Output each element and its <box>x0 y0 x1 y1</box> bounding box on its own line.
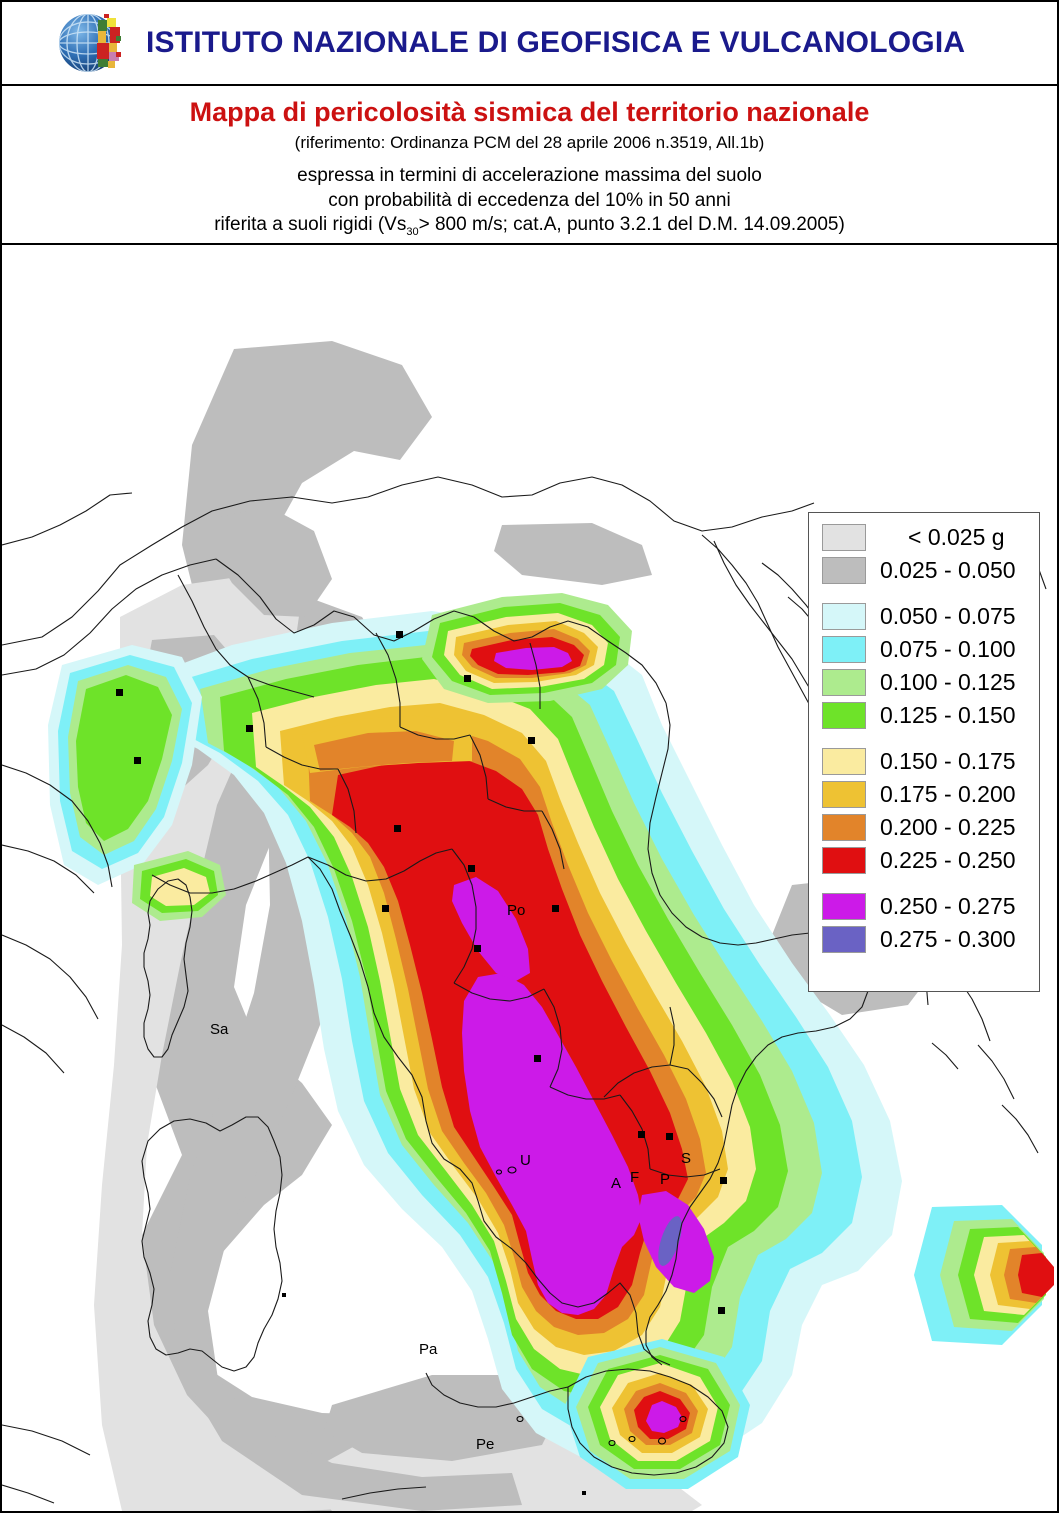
legend-row-7[interactable]: 0.175 - 0.200 <box>809 778 1039 811</box>
legend-gap <box>809 732 1039 745</box>
legend-swatch-9 <box>822 847 866 874</box>
legend-label-2: 0.050 - 0.075 <box>880 603 1016 629</box>
legend-swatch-10 <box>822 893 866 920</box>
island-label-stromboli: S <box>681 1150 691 1167</box>
island-label-sardinia: Sa <box>210 1021 229 1038</box>
legend-swatch-0 <box>822 524 866 551</box>
legend-row-1[interactable]: 0.025 - 0.050 <box>809 554 1039 587</box>
legend-row-9[interactable]: 0.225 - 0.250 <box>809 844 1039 877</box>
legend-label-5: 0.125 - 0.150 <box>880 702 1016 728</box>
org-title: ISTITUTO NAZIONALE DI GEOFISICA E VULCAN… <box>146 26 966 59</box>
legend-row-6[interactable]: 0.150 - 0.175 <box>809 745 1039 778</box>
legend-swatch-5 <box>822 702 866 729</box>
legend-row-5[interactable]: 0.125 - 0.150 <box>809 699 1039 732</box>
legend-swatch-11 <box>822 926 866 953</box>
island-label-pantelleria: Pa <box>419 1341 438 1358</box>
grey-belt-adriatic <box>494 523 652 585</box>
desc-line-3a: riferita a suoli rigidi (Vs <box>214 213 407 235</box>
map-canvas[interactable]: Sa Po U A F PS Pa Pe <box>2 245 1057 1511</box>
legend-row-0[interactable]: < 0.025 g <box>809 521 1039 554</box>
ingv-globe-logo <box>54 6 128 80</box>
desc-line-1: espressa in termini di accelerazione mas… <box>297 165 762 187</box>
legend-label-11: 0.275 - 0.300 <box>880 926 1016 952</box>
legend-label-6: 0.150 - 0.175 <box>880 748 1016 774</box>
legend-row-4[interactable]: 0.100 - 0.125 <box>809 666 1039 699</box>
small-islands <box>495 1166 687 1447</box>
desc-line-3b: > 800 m/s; cat.A, punto 3.2.1 del D.M. 1… <box>418 213 845 235</box>
legend-label-1: 0.025 - 0.050 <box>880 557 1016 583</box>
gargano-offshore-hotspot <box>914 1205 1054 1345</box>
description-lines: espressa in termini di accelerazione mas… <box>2 164 1057 239</box>
legend-label-8: 0.200 - 0.225 <box>880 814 1016 840</box>
legend-gap <box>809 877 1039 890</box>
emilia-arc <box>302 715 472 773</box>
hazard-map[interactable]: Sa Po U A F P S Pa Pe < 0.025 g 0.025 - 0.050 0.05… <box>2 245 1057 1511</box>
legend-label-3: 0.075 - 0.100 <box>880 636 1016 662</box>
legend-panel[interactable]: < 0.025 g 0.025 - 0.050 0.050 - 0.075 0.075… <box>808 512 1040 992</box>
legend-label-9: 0.225 - 0.250 <box>880 847 1016 873</box>
legend-row-8[interactable]: 0.200 - 0.225 <box>809 811 1039 844</box>
vs30-subscript: 30 <box>406 225 419 238</box>
legend-label-4: 0.100 - 0.125 <box>880 669 1016 695</box>
grey-belt-tyrrhenian <box>170 805 522 1511</box>
sicily-hotspot <box>564 1339 750 1489</box>
legend-row-10[interactable]: 0.250 - 0.275 <box>809 890 1039 923</box>
legend-label-0: < 0.025 g <box>908 524 1005 550</box>
legend-swatch-1 <box>822 557 866 584</box>
title-block: Mappa di pericolosità sismica del territ… <box>2 86 1057 245</box>
island-label-pelagie: Pe <box>476 1436 494 1453</box>
island-label-alicudi: A <box>611 1175 621 1192</box>
legend-label-7: 0.175 - 0.200 <box>880 781 1016 807</box>
legend-label-10: 0.250 - 0.275 <box>880 893 1016 919</box>
legend-swatch-8 <box>822 814 866 841</box>
western-alps-zone <box>48 645 202 885</box>
legend-row-3[interactable]: 0.075 - 0.100 <box>809 633 1039 666</box>
island-label-ponza: Po <box>507 902 525 919</box>
grey-belt-north <box>214 507 332 617</box>
reference-line: (riferimento: Ordinanza PCM del 28 april… <box>294 133 765 153</box>
grey-belt-sicily-s <box>324 1375 562 1461</box>
legend-swatch-3 <box>822 636 866 663</box>
island-label-panarea: P <box>660 1171 670 1188</box>
island-code-labels: Sa Po U A F PS Pa Pe <box>210 902 691 1453</box>
legend-swatch-2 <box>822 603 866 630</box>
desc-line-2: con probabilità di eccedenza del 10% in … <box>328 189 731 211</box>
legend-row-11[interactable]: 0.275 - 0.300 <box>809 923 1039 956</box>
liguria-zone <box>132 851 226 921</box>
page-title: Mappa di pericolosità sismica del territ… <box>189 97 870 127</box>
hazard-band-0.250-0.275 <box>462 973 642 1315</box>
city-markers <box>116 631 727 1495</box>
legend-swatch-6 <box>822 748 866 775</box>
legend-swatch-7 <box>822 781 866 808</box>
legend-gap <box>809 587 1039 600</box>
page-header: ISTITUTO NAZIONALE DI GEOFISICA E VULCAN… <box>2 2 1057 86</box>
legend-rows: < 0.025 g 0.025 - 0.050 0.050 - 0.075 0.075… <box>809 521 1039 956</box>
umbria-marche-core <box>452 877 530 981</box>
legend-row-2[interactable]: 0.050 - 0.075 <box>809 600 1039 633</box>
legend-swatch-4 <box>822 669 866 696</box>
island-label-ustica: U <box>520 1152 531 1169</box>
friuli-hotspot <box>422 593 632 703</box>
island-label-filicudi: F <box>630 1169 639 1186</box>
desc-line-3: riferita a suoli rigidi (Vs30> 800 m/s; … <box>2 213 1057 239</box>
